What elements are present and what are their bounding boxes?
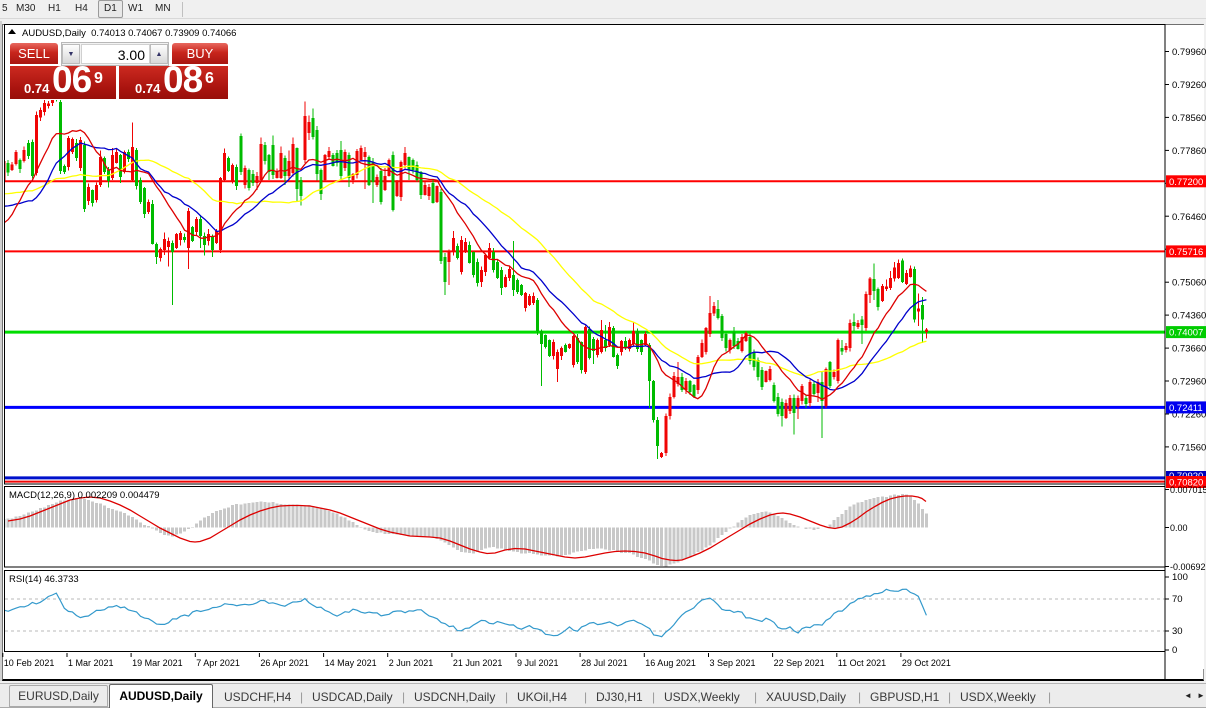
svg-text:9 Jul 2021: 9 Jul 2021 [517, 658, 559, 668]
svg-text:0.00: 0.00 [1170, 523, 1188, 533]
svg-text:0.75060: 0.75060 [1172, 278, 1206, 289]
svg-text:28 Jul 2021: 28 Jul 2021 [581, 658, 628, 668]
svg-text:-0.00692: -0.00692 [1170, 562, 1206, 572]
svg-text:0.77200: 0.77200 [1169, 177, 1203, 188]
svg-text:1 Mar 2021: 1 Mar 2021 [68, 658, 114, 668]
svg-text:7 Apr 2021: 7 Apr 2021 [196, 658, 240, 668]
svg-text:0.77860: 0.77860 [1172, 146, 1206, 157]
svg-text:0.007015: 0.007015 [1170, 485, 1206, 495]
svg-text:21 Jun 2021: 21 Jun 2021 [453, 658, 503, 668]
svg-text:29 Oct 2021: 29 Oct 2021 [902, 658, 951, 668]
svg-text:0.73660: 0.73660 [1172, 344, 1206, 355]
svg-text:2 Jun 2021: 2 Jun 2021 [389, 658, 434, 668]
svg-text:RSI(14) 46.3733: RSI(14) 46.3733 [9, 574, 79, 585]
svg-text:0.79260: 0.79260 [1172, 80, 1206, 91]
svg-text:0.72960: 0.72960 [1172, 377, 1206, 388]
svg-text:0: 0 [1172, 645, 1177, 656]
svg-text:0.72260: 0.72260 [1172, 410, 1206, 421]
svg-text:16 Aug 2021: 16 Aug 2021 [645, 658, 696, 668]
svg-text:14 May 2021: 14 May 2021 [325, 658, 377, 668]
svg-text:0.70820: 0.70820 [1169, 478, 1203, 489]
svg-text:0.74360: 0.74360 [1172, 311, 1206, 322]
svg-text:22 Sep 2021: 22 Sep 2021 [774, 658, 825, 668]
svg-text:3 Sep 2021: 3 Sep 2021 [710, 658, 756, 668]
svg-text:0.78560: 0.78560 [1172, 113, 1206, 124]
svg-text:0.74007: 0.74007 [1169, 328, 1203, 339]
svg-text:0.79960: 0.79960 [1172, 47, 1206, 58]
svg-text:70: 70 [1172, 594, 1183, 605]
svg-text:10 Feb 2021: 10 Feb 2021 [4, 658, 55, 668]
svg-text:30: 30 [1172, 626, 1183, 637]
svg-text:26 Apr 2021: 26 Apr 2021 [260, 658, 309, 668]
svg-text:100: 100 [1172, 572, 1188, 583]
svg-text:0.76460: 0.76460 [1172, 212, 1206, 223]
svg-text:0.75716: 0.75716 [1169, 247, 1203, 258]
svg-text:19 Mar 2021: 19 Mar 2021 [132, 658, 183, 668]
svg-text:0.71560: 0.71560 [1172, 442, 1206, 453]
svg-text:MACD(12,26,9) 0.002209 0.00447: MACD(12,26,9) 0.002209 0.004479 [9, 490, 160, 501]
svg-text:11 Oct 2021: 11 Oct 2021 [838, 658, 886, 668]
svg-text:AUDUSD,Daily 0.74013 0.74067: AUDUSD,Daily 0.74013 0.74067 0.73909 0.7… [22, 28, 236, 39]
svg-text:0.72411: 0.72411 [1169, 403, 1203, 414]
